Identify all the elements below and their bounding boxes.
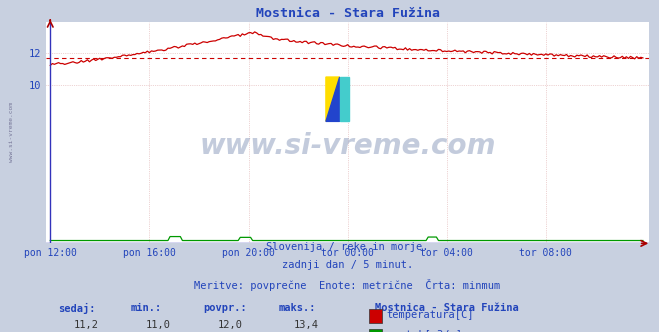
Bar [369, 329, 382, 332]
Text: www.si-vreme.com: www.si-vreme.com [200, 132, 496, 160]
Polygon shape [326, 77, 339, 122]
Text: sedaj:: sedaj: [58, 303, 96, 314]
Polygon shape [339, 77, 349, 122]
Bar [369, 309, 382, 323]
Text: pretok[m3/s]: pretok[m3/s] [387, 330, 462, 332]
Text: 13,4: 13,4 [293, 320, 318, 330]
Text: Slovenija / reke in morje.: Slovenija / reke in morje. [266, 242, 429, 252]
Text: 11,2: 11,2 [73, 320, 98, 330]
Text: min.:: min.: [130, 303, 162, 313]
Text: 12,0: 12,0 [218, 320, 243, 330]
Text: www.si-vreme.com: www.si-vreme.com [9, 103, 14, 162]
Text: Meritve: povprečne  Enote: metrične  Črta: minmum: Meritve: povprečne Enote: metrične Črta:… [194, 279, 501, 291]
Text: zadnji dan / 5 minut.: zadnji dan / 5 minut. [282, 260, 413, 271]
Polygon shape [326, 77, 339, 122]
Title: Mostnica - Stara Fužina: Mostnica - Stara Fužina [256, 7, 440, 20]
Text: temperatura[C]: temperatura[C] [387, 310, 474, 320]
Text: 11,0: 11,0 [146, 320, 171, 330]
Text: povpr.:: povpr.: [203, 303, 246, 313]
Text: maks.:: maks.: [278, 303, 316, 313]
Text: Mostnica - Stara Fužina: Mostnica - Stara Fužina [375, 303, 519, 313]
